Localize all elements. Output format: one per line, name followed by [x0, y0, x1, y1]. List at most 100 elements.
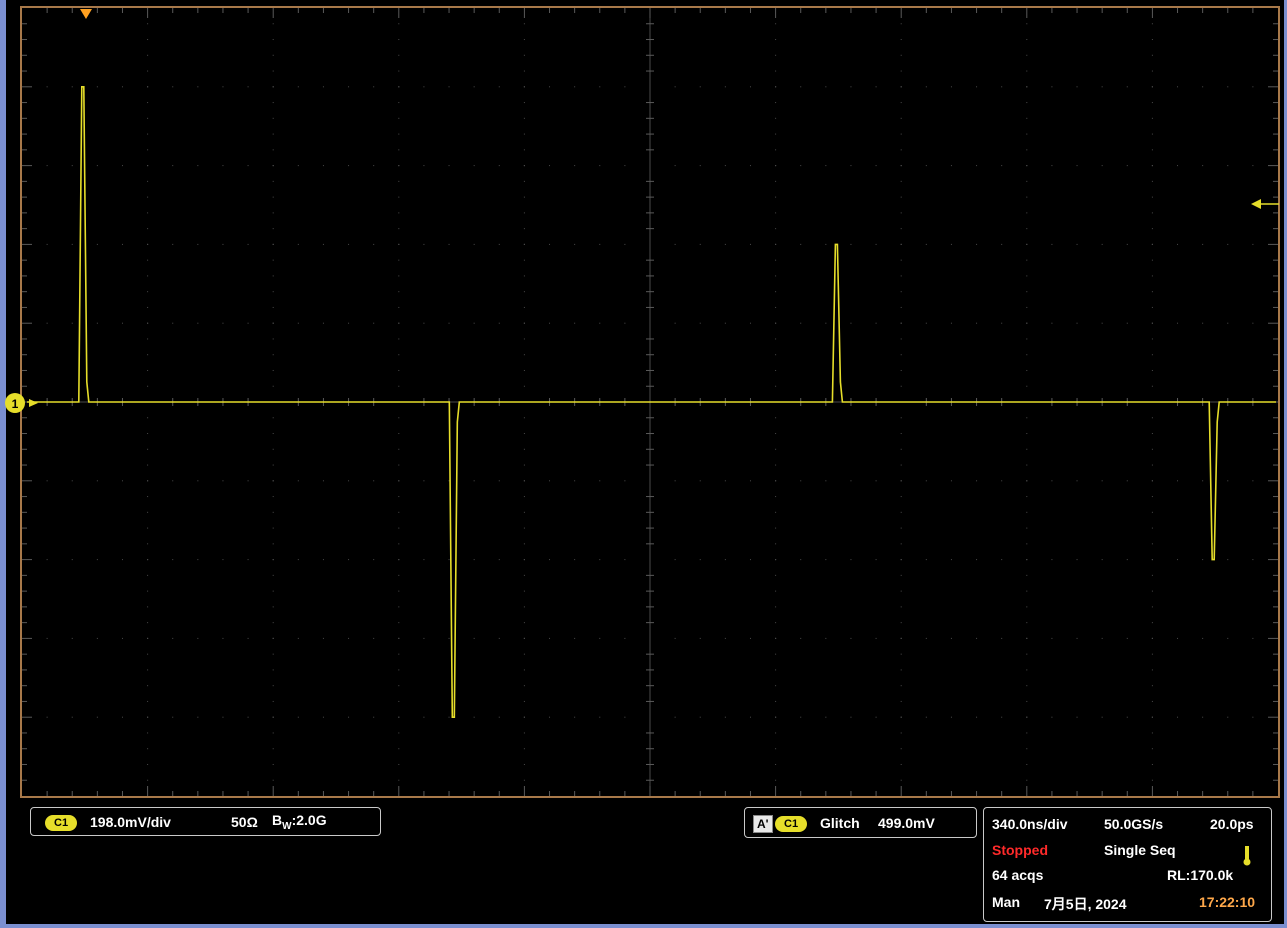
grid-dot [724, 637, 726, 639]
grid-dot [147, 212, 149, 214]
acquisition-info-box[interactable]: 340.0ns/div 50.0GS/s 20.0ps Stopped Sing… [983, 807, 1272, 922]
grid-dot [1227, 165, 1229, 167]
grid-dot [523, 306, 525, 308]
grid-dot [1151, 653, 1153, 655]
grid-dot [1076, 86, 1078, 88]
grid-dot [247, 322, 249, 324]
channel-1-info-box[interactable]: C1 198.0mV/div 50Ω BW:2.0G [30, 807, 381, 836]
grid-dot [473, 165, 475, 167]
channel-1-badge[interactable]: C1 [45, 815, 78, 831]
grid-dot [1202, 637, 1204, 639]
grid-dot [498, 86, 500, 88]
grid-dot [1051, 559, 1053, 561]
grid-dot [1026, 228, 1028, 230]
grid-dot [950, 559, 952, 561]
grid-dot [775, 653, 777, 655]
grid-dot [1026, 779, 1028, 781]
grid-dot [398, 653, 400, 655]
grid-dot [749, 559, 751, 561]
grid-dot [925, 716, 927, 718]
grid-dot [1202, 559, 1204, 561]
grid-dot [900, 464, 902, 466]
grid-dot [1151, 338, 1153, 340]
grid-dot [373, 165, 375, 167]
grid-dot [222, 716, 224, 718]
grid-dot [272, 559, 274, 561]
grid-dot [523, 39, 525, 41]
grid-dot [1227, 559, 1229, 561]
grid-dot [1026, 291, 1028, 293]
grid-dot [1126, 637, 1128, 639]
grid-dot [1001, 322, 1003, 324]
grid-dot [197, 322, 199, 324]
grid-dot [147, 448, 149, 450]
grid-dot [222, 243, 224, 245]
grid-dot [448, 86, 450, 88]
grid-dot [1126, 480, 1128, 482]
grid-dot [1177, 243, 1179, 245]
grid-dot [297, 716, 299, 718]
grid-dot [272, 133, 274, 135]
trigger-info-box[interactable]: A' C1 Glitch 499.0mV [744, 807, 977, 838]
grid-dot [272, 322, 274, 324]
grid-dot [1177, 559, 1179, 561]
grid-dot [1151, 243, 1153, 245]
grid-dot [297, 559, 299, 561]
grid-dot [674, 559, 676, 561]
grid-dot [1151, 779, 1153, 781]
grid-dot [775, 354, 777, 356]
grid-dot [1026, 165, 1028, 167]
grid-dot [1177, 716, 1179, 718]
grid-dot [775, 70, 777, 72]
grid-dot [1227, 637, 1229, 639]
grid-dot [850, 322, 852, 324]
grid-dot [523, 748, 525, 750]
grid-dot [473, 559, 475, 561]
grid-dot [900, 779, 902, 781]
grid-dot [775, 590, 777, 592]
grid-dot [1001, 86, 1003, 88]
grid-dot [1001, 716, 1003, 718]
grid-dot [473, 243, 475, 245]
grid-dot [599, 86, 601, 88]
grid-dot [523, 102, 525, 104]
grid-dot [147, 590, 149, 592]
grid-dot [46, 637, 48, 639]
grid-dot [523, 149, 525, 151]
grid-dot [523, 606, 525, 608]
grid-dot [473, 716, 475, 718]
grid-dot [674, 637, 676, 639]
grid-dot [398, 165, 400, 167]
grid-dot [272, 70, 274, 72]
grid-dot [398, 338, 400, 340]
grid-dot [1177, 86, 1179, 88]
grid-dot [147, 39, 149, 41]
grid-dot [1151, 165, 1153, 167]
grid-dot [699, 480, 701, 482]
grid-dot [1151, 480, 1153, 482]
grid-dot [272, 86, 274, 88]
grid-dot [925, 559, 927, 561]
grid-dot [724, 322, 726, 324]
grid-dot [1076, 243, 1078, 245]
grid-dot [523, 165, 525, 167]
grid-dot [1026, 590, 1028, 592]
grid-dot [448, 716, 450, 718]
grid-dot [272, 685, 274, 687]
grid-dot [272, 259, 274, 261]
grid-dot [448, 165, 450, 167]
grid-dot [172, 559, 174, 561]
grid-dot [1026, 54, 1028, 56]
grid-dot [172, 480, 174, 482]
grid-dot [272, 669, 274, 671]
grid-dot [674, 243, 676, 245]
grid-dot [1051, 243, 1053, 245]
grid-dot [1151, 417, 1153, 419]
grid-dot [749, 165, 751, 167]
grid-dot [373, 637, 375, 639]
grid-dot [1026, 574, 1028, 576]
grid-dot [398, 385, 400, 387]
grid-dot [147, 70, 149, 72]
grid-dot [348, 716, 350, 718]
